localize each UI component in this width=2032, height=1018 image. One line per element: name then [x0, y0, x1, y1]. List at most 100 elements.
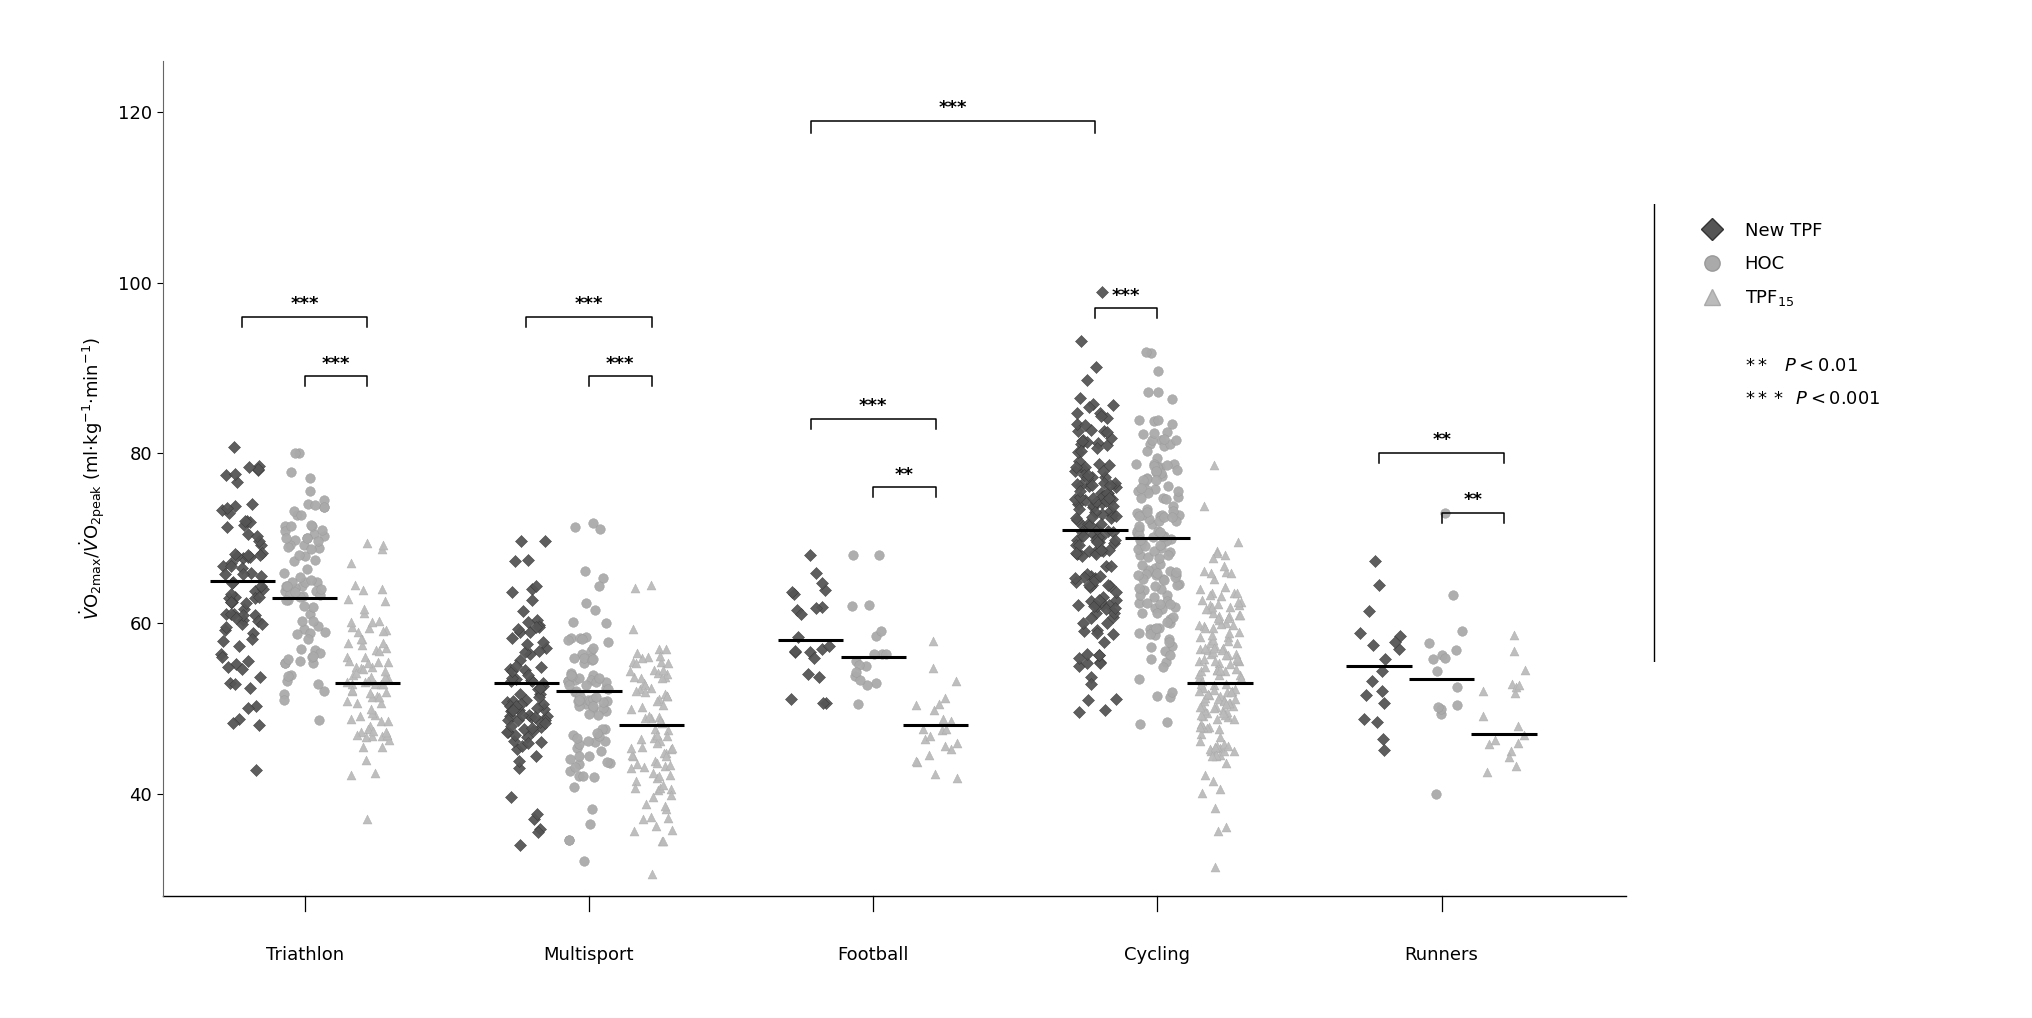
- Point: [514, 673, 547, 689]
- Point: [268, 518, 301, 534]
- Point: [1079, 504, 1112, 520]
- Point: [514, 710, 547, 726]
- Point: [350, 729, 382, 745]
- Point: [1197, 738, 1229, 754]
- Point: [1156, 503, 1189, 519]
- Point: [1152, 688, 1185, 704]
- Point: [587, 721, 620, 737]
- Point: [1122, 507, 1154, 523]
- Point: [559, 758, 591, 775]
- Point: [1193, 586, 1225, 603]
- Point: [1187, 618, 1219, 634]
- Point: [1059, 463, 1091, 479]
- Point: [1087, 475, 1120, 492]
- Point: [514, 672, 547, 688]
- Point: [242, 613, 274, 629]
- Point: [1083, 647, 1116, 664]
- Point: [618, 579, 650, 596]
- Point: [614, 740, 646, 756]
- Point: [1211, 610, 1244, 626]
- Point: [303, 712, 335, 728]
- Point: [1193, 741, 1225, 757]
- Point: [278, 579, 311, 596]
- Point: [1081, 528, 1114, 545]
- Point: [862, 547, 894, 563]
- Point: [1065, 434, 1097, 450]
- Point: [240, 589, 272, 606]
- Point: [500, 658, 532, 674]
- Point: [295, 542, 327, 558]
- Point: [1085, 408, 1118, 425]
- Point: [1508, 663, 1540, 679]
- Point: [1207, 692, 1240, 709]
- Point: [1144, 596, 1177, 612]
- Point: [506, 603, 538, 619]
- Point: [1085, 284, 1118, 300]
- Point: [278, 584, 311, 601]
- Point: [512, 667, 545, 683]
- Point: [650, 687, 683, 703]
- Point: [628, 675, 660, 691]
- Point: [1140, 605, 1172, 621]
- Point: [1077, 599, 1109, 615]
- Text: Multisport: Multisport: [543, 946, 634, 964]
- Point: [1144, 459, 1177, 475]
- Point: [1087, 543, 1120, 559]
- Point: [512, 552, 545, 568]
- Point: [240, 582, 272, 599]
- Point: [240, 697, 272, 714]
- Point: [1158, 432, 1191, 448]
- Point: [569, 563, 601, 579]
- Point: [624, 680, 656, 696]
- Point: [563, 756, 595, 773]
- Point: [1209, 755, 1242, 772]
- Point: [1219, 661, 1252, 677]
- Point: [1207, 558, 1240, 574]
- Point: [1203, 721, 1235, 737]
- Point: [618, 654, 650, 670]
- Point: [270, 540, 303, 556]
- Point: [866, 646, 898, 663]
- Point: [1498, 626, 1530, 642]
- Point: [1221, 635, 1254, 652]
- Point: [512, 614, 545, 630]
- Point: [900, 752, 933, 769]
- Point: [360, 676, 392, 692]
- Point: [1152, 631, 1185, 647]
- Point: [1085, 516, 1118, 532]
- Point: [839, 653, 872, 669]
- Point: [1071, 516, 1103, 532]
- Point: [510, 729, 543, 745]
- Point: [494, 698, 526, 715]
- Point: [234, 565, 266, 581]
- Point: [526, 678, 559, 694]
- Point: [1205, 615, 1237, 631]
- Point: [1132, 485, 1164, 501]
- Point: [530, 640, 563, 657]
- Point: [1203, 609, 1235, 625]
- Point: [581, 706, 614, 723]
- Point: [1061, 496, 1093, 512]
- Point: [494, 708, 526, 724]
- Point: [1221, 607, 1254, 623]
- Point: [287, 613, 319, 629]
- Point: [1140, 687, 1172, 703]
- Point: [1138, 621, 1170, 637]
- Point: [563, 670, 595, 686]
- Point: [1203, 687, 1235, 703]
- Point: [616, 747, 648, 764]
- Point: [941, 735, 973, 751]
- Point: [616, 748, 648, 765]
- Point: [297, 613, 329, 629]
- Point: [650, 656, 683, 672]
- Point: [575, 651, 608, 667]
- Point: [620, 655, 652, 671]
- Point: [1189, 601, 1221, 617]
- Point: [1134, 620, 1166, 636]
- Text: ***: ***: [606, 355, 634, 373]
- Point: [585, 721, 618, 737]
- Point: [217, 439, 250, 455]
- Point: [1061, 459, 1093, 475]
- Point: [1471, 736, 1504, 752]
- Point: [350, 752, 382, 769]
